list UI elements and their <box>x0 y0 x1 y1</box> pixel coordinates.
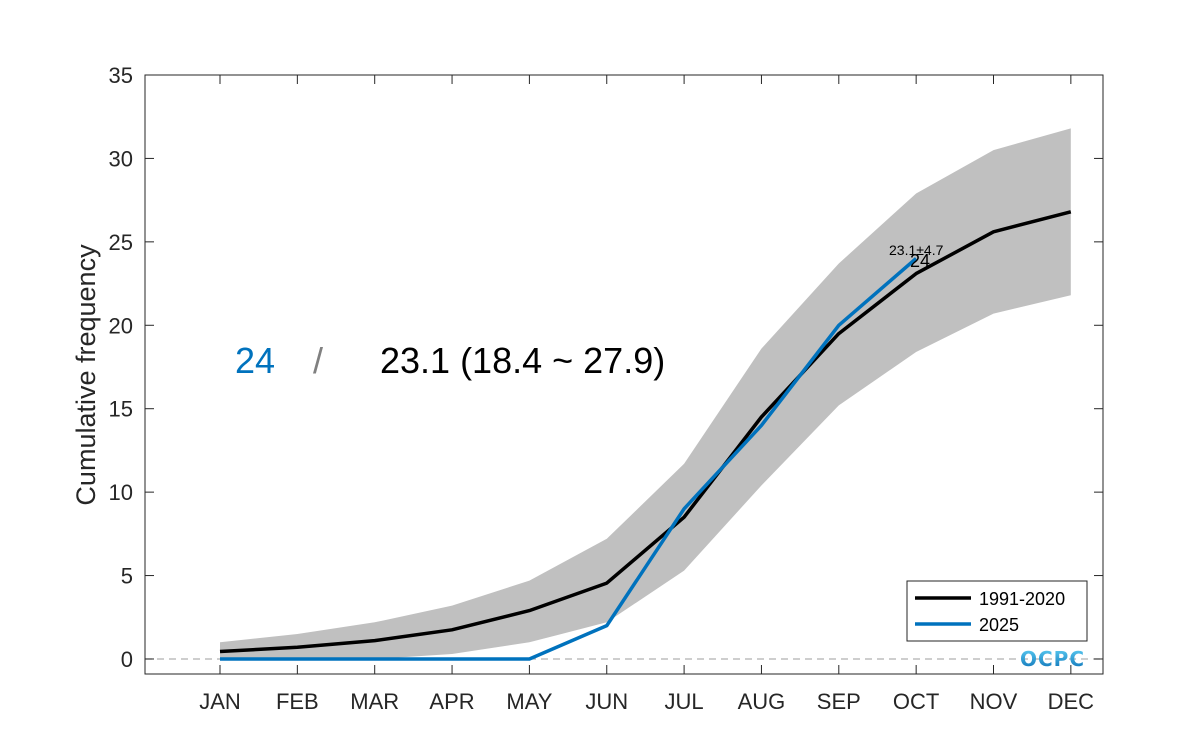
legend: 1991-2020 2025 <box>906 580 1088 642</box>
y-tick-label: 0 <box>121 647 133 672</box>
x-tick-label: NOV <box>970 689 1018 714</box>
x-tick-label: MAY <box>506 689 552 714</box>
x-axis-ticks: JAN FEB MAR APR MAY JUN JUL AUG SEP OCT NOV DEC <box>199 75 1094 714</box>
x-tick-label: JUL <box>665 689 704 714</box>
x-tick-label: SEP <box>817 689 861 714</box>
y-tick-label: 30 <box>109 146 133 171</box>
oct-current-label: 24 <box>910 251 930 271</box>
x-tick-label: APR <box>429 689 474 714</box>
x-tick-label: DEC <box>1048 689 1095 714</box>
y-tick-label: 25 <box>109 230 133 255</box>
x-tick-label: JUN <box>585 689 628 714</box>
oct-normal-label: 23.1±4.7 <box>889 242 944 258</box>
y-tick-label: 35 <box>109 63 133 88</box>
x-tick-label: AUG <box>738 689 786 714</box>
legend-box <box>906 580 1088 642</box>
climatology-range-band <box>220 128 1071 659</box>
ocpc-logo: OCPC <box>1020 647 1085 671</box>
annotation-separator: / <box>313 340 323 381</box>
x-tick-label: MAR <box>350 689 399 714</box>
y-tick-label: 5 <box>121 564 133 589</box>
x-tick-label: OCT <box>893 689 939 714</box>
y-tick-label: 20 <box>109 313 133 338</box>
x-tick-label: FEB <box>276 689 319 714</box>
y-tick-label: 10 <box>109 480 133 505</box>
plot-area-border <box>144 74 1104 675</box>
series-line-2025 <box>220 257 918 661</box>
y-axis-label: Cumulative frequency <box>71 244 101 506</box>
x-tick-label: JAN <box>199 689 241 714</box>
y-tick-label: 15 <box>109 397 133 422</box>
legend-label-1991-2020: 1991-2020 <box>979 589 1065 609</box>
climatology-summary: 23.1 (18.4 ~ 27.9) <box>380 340 665 381</box>
range-band-polygon <box>220 128 1071 659</box>
current-season-count: 24 <box>235 340 275 381</box>
series-lines <box>219 210 1072 661</box>
series-line-1991-2020 <box>219 210 1072 654</box>
legend-label-2025: 2025 <box>979 615 1019 635</box>
